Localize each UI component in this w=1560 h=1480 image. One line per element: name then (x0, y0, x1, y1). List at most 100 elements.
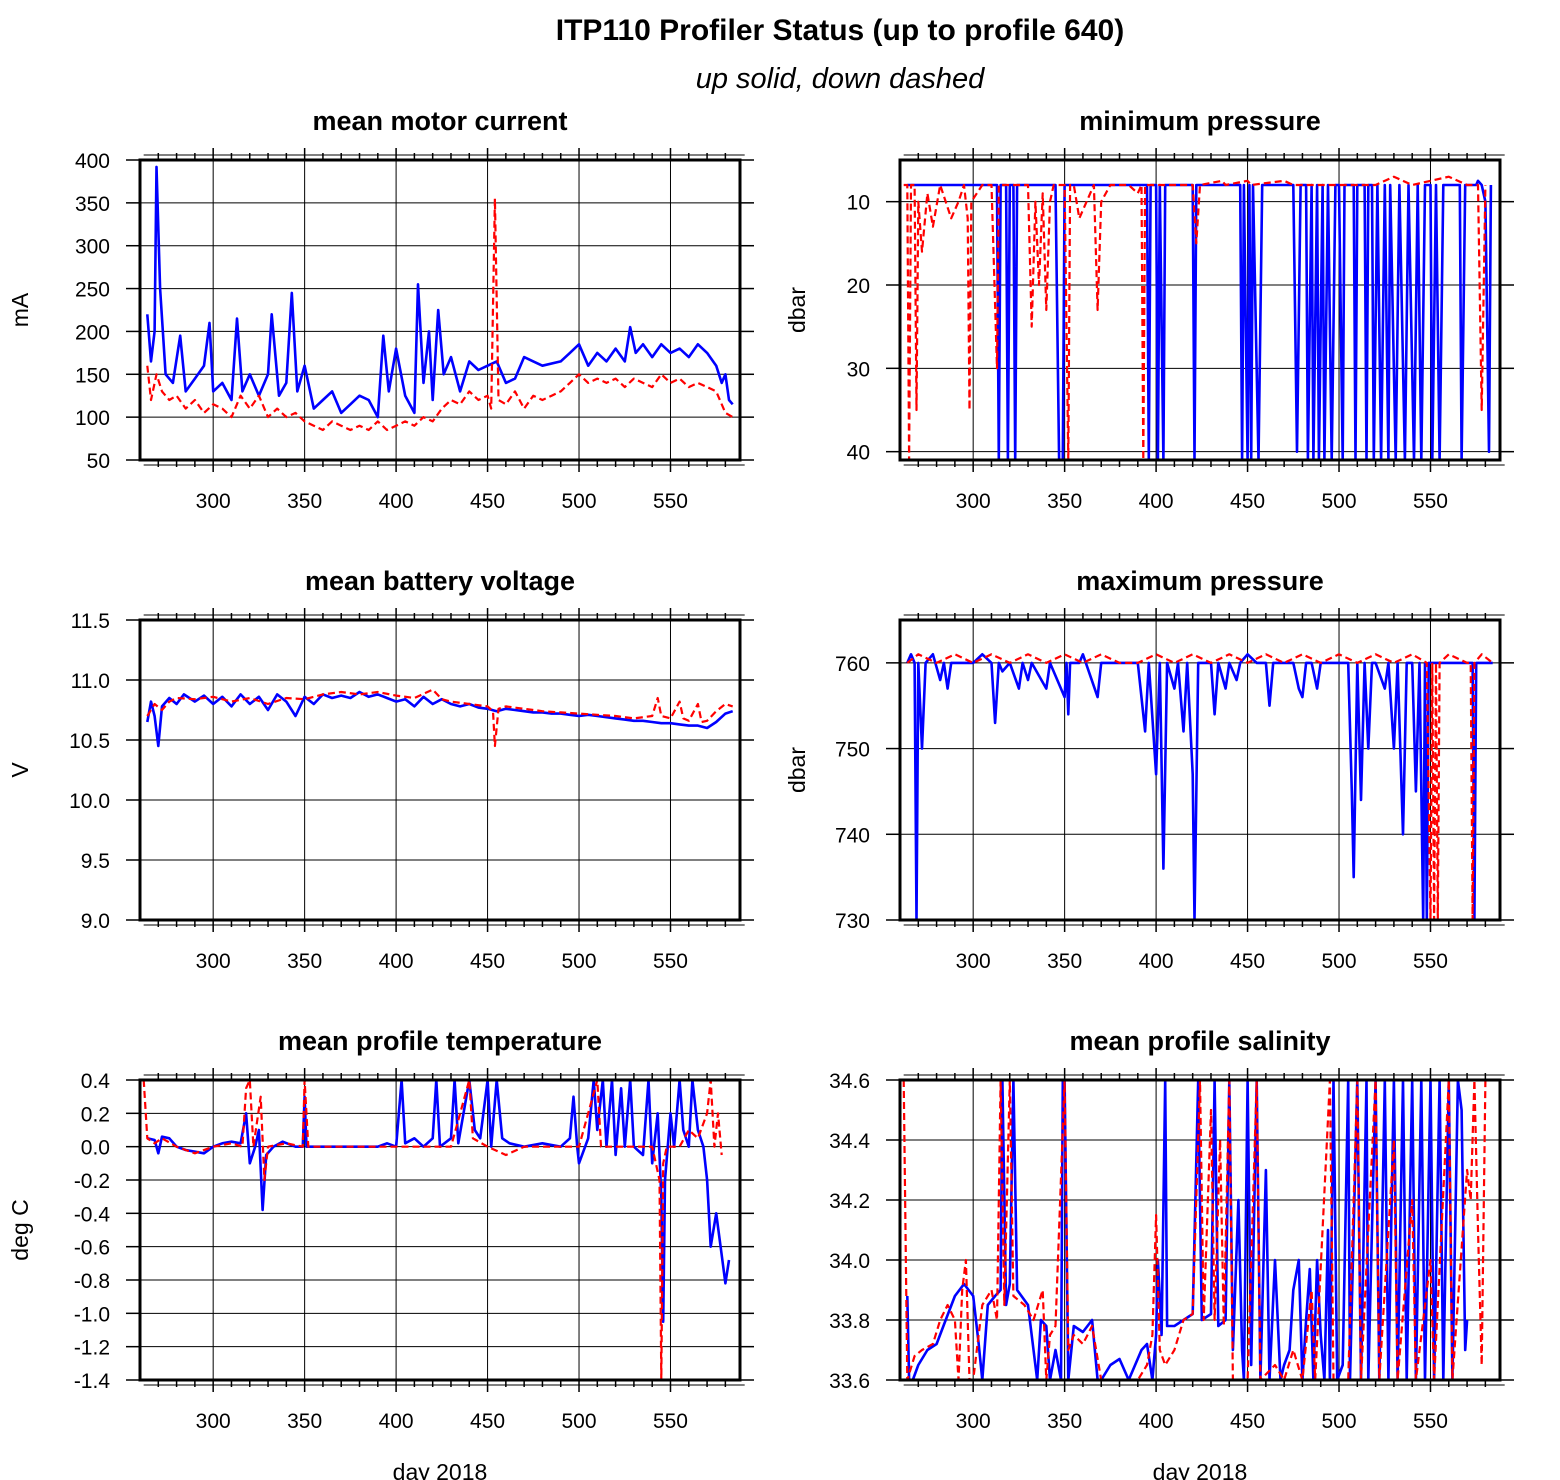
y-tick-label: 50 (87, 450, 110, 473)
y-axis-label: dbar (784, 287, 810, 333)
x-tick-label: 550 (653, 1410, 688, 1433)
x-tick-label: 350 (1047, 950, 1082, 973)
series-line-down (903, 175, 1487, 461)
x-tick-label: 300 (956, 490, 991, 513)
y-tick-label: 250 (75, 279, 110, 302)
x-tick-label: 350 (1047, 1410, 1082, 1433)
plot-frame (898, 158, 1502, 462)
x-tick-label: 400 (1139, 490, 1174, 513)
y-tick-label: 400 (75, 150, 110, 173)
y-tick-label: 730 (835, 910, 870, 933)
panel-title: mean motor current (312, 106, 567, 136)
x-tick-label: 300 (956, 950, 991, 973)
y-tick-label: -1.4 (74, 1370, 111, 1393)
panel-title: minimum pressure (1079, 106, 1321, 136)
x-tick-label: 450 (1230, 1410, 1265, 1433)
series-line-down (902, 1079, 1487, 1381)
y-tick-label: 34.6 (829, 1070, 870, 1093)
y-tick-label: 33.8 (829, 1310, 870, 1333)
x-tick-label: 350 (1047, 490, 1082, 513)
y-tick-label: 9.5 (81, 850, 110, 873)
x-tick-label: 550 (1413, 490, 1448, 513)
series-line-up (146, 165, 734, 419)
y-axis-label: deg C (7, 1199, 33, 1260)
plot-frame (138, 618, 742, 922)
y-tick-label: 34.2 (829, 1190, 870, 1213)
y-tick-label: -0.8 (74, 1270, 110, 1293)
y-tick-label: 350 (75, 193, 110, 216)
y-tick-label: 40 (847, 442, 870, 465)
series-line-down (906, 653, 1494, 921)
y-tick-label: 34.0 (829, 1250, 870, 1273)
y-tick-label: -1.0 (74, 1303, 110, 1326)
figure-title: ITP110 Profiler Status (up to profile 64… (556, 14, 1124, 47)
y-tick-label: 100 (75, 407, 110, 430)
y-tick-label: 0.0 (81, 1137, 110, 1160)
x-tick-label: 500 (562, 1410, 597, 1433)
y-tick-label: 0.2 (81, 1103, 110, 1126)
y-tick-label: 11.5 (71, 610, 110, 633)
series-line-up (906, 653, 1493, 921)
y-tick-label: 200 (75, 321, 110, 344)
x-tick-label: 300 (956, 1410, 991, 1433)
x-tick-label: 300 (196, 490, 231, 513)
y-tick-label: -0.6 (74, 1237, 110, 1260)
x-tick-label: 550 (1413, 950, 1448, 973)
y-tick-label: 150 (75, 364, 110, 387)
y-tick-label: 740 (835, 824, 870, 847)
x-tick-label: 350 (287, 490, 322, 513)
panel-minp: minimum pressure 300 350 400 450 500 550 10 20 30… (784, 106, 1514, 513)
x-tick-label: 450 (470, 950, 505, 973)
y-tick-label: 20 (847, 275, 870, 298)
y-tick-label: 300 (75, 236, 110, 259)
panel-maxp: maximum pressure 300 350 400 450 500 550 730 740… (784, 566, 1514, 973)
y-tick-label: 10.0 (69, 790, 110, 813)
x-tick-label: 400 (379, 1410, 414, 1433)
x-tick-label: 350 (287, 950, 322, 973)
x-tick-label: 450 (470, 1410, 505, 1433)
series-line-down (146, 688, 734, 748)
panel-title: mean profile salinity (1069, 1026, 1330, 1056)
x-tick-label: 500 (1322, 950, 1357, 973)
x-axis-label: day 2018 (393, 1459, 488, 1480)
x-tick-label: 400 (1139, 950, 1174, 973)
x-tick-label: 450 (1230, 950, 1265, 973)
y-tick-label: 30 (847, 358, 870, 381)
y-tick-label: 33.6 (829, 1370, 870, 1393)
x-tick-label: 500 (562, 950, 597, 973)
plot-frame (138, 158, 742, 462)
plot-frame (898, 618, 1502, 922)
panel-title: mean profile temperature (278, 1026, 602, 1056)
figure-subtitle: up solid, down dashed (696, 63, 985, 95)
x-tick-label: 500 (1322, 1410, 1357, 1433)
x-tick-label: 500 (1322, 490, 1357, 513)
x-tick-label: 300 (196, 1410, 231, 1433)
x-tick-label: 400 (379, 950, 414, 973)
y-tick-label: 750 (835, 739, 870, 762)
plot-frame (138, 1078, 742, 1382)
x-tick-label: 450 (470, 490, 505, 513)
x-axis-label: day 2018 (1153, 1459, 1248, 1480)
y-tick-label: 0.4 (81, 1070, 111, 1093)
y-tick-label: -0.2 (74, 1170, 110, 1193)
y-tick-label: 11.0 (71, 670, 110, 693)
panel-batt: mean battery voltage 300 350 400 450 500 550 9.… (7, 566, 754, 973)
x-tick-label: 450 (1230, 490, 1265, 513)
y-axis-label: mA (7, 292, 33, 327)
panel-sal: mean profile salinity 300 350 400 450 500 550 3… (829, 1026, 1514, 1480)
x-tick-label: 500 (562, 490, 597, 513)
panel-motor: mean motor current 300 350 400 450 500 550 50 10… (7, 106, 754, 513)
series-line-up (146, 690, 734, 748)
series-line-down (142, 1079, 723, 1381)
y-tick-label: -0.4 (74, 1203, 111, 1226)
panel-title: maximum pressure (1076, 566, 1324, 596)
x-tick-label: 400 (1139, 1410, 1174, 1433)
y-tick-label: 34.4 (829, 1130, 870, 1153)
panel-title: mean battery voltage (305, 566, 575, 596)
y-tick-label: 10 (847, 192, 870, 215)
x-tick-label: 300 (196, 950, 231, 973)
x-tick-label: 550 (653, 950, 688, 973)
y-tick-label: 10.5 (69, 730, 110, 753)
x-tick-label: 550 (1413, 1410, 1448, 1433)
y-axis-label: dbar (784, 747, 810, 793)
